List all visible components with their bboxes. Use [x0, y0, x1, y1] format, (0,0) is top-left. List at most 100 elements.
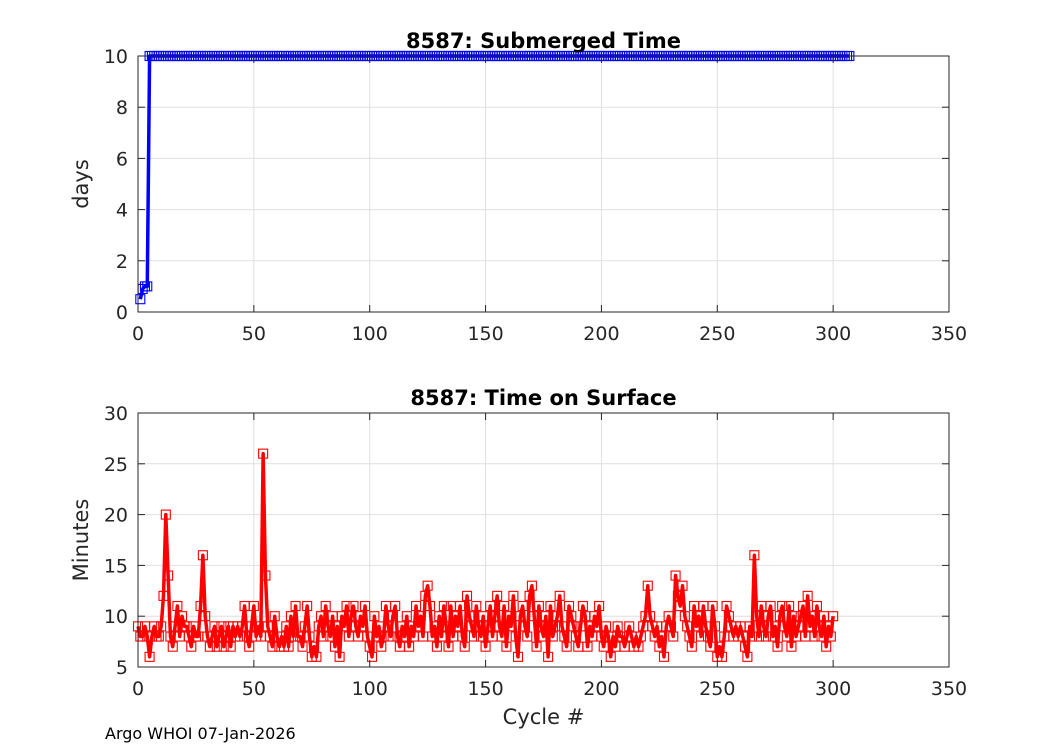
surface-data-point: [452, 621, 463, 632]
surface-data-point: [677, 580, 688, 591]
surface-xtick-label: 150: [467, 678, 503, 700]
surface-data-point: [489, 611, 500, 622]
surface-data-point: [524, 590, 535, 601]
surface-data-point: [543, 651, 554, 662]
surface-ytick-label: 15: [104, 555, 128, 577]
surface-data-point: [663, 611, 674, 622]
surface-data-point: [793, 621, 804, 632]
surface-data-point: [475, 631, 486, 642]
surface-data-point: [679, 611, 690, 622]
surface-data-point: [350, 621, 361, 632]
surface-data-point: [825, 631, 836, 642]
surface-data-point: [207, 631, 218, 642]
surface-data-point: [716, 651, 727, 662]
surface-data-point: [649, 631, 660, 642]
surface-data-point: [774, 611, 785, 622]
surface-data-point: [584, 621, 595, 632]
surface-data-point: [429, 621, 440, 632]
surface-data-point: [482, 621, 493, 632]
surface-data-point: [390, 600, 401, 612]
surface-data-point: [216, 621, 227, 632]
submerged-data-point: [142, 281, 153, 292]
submerged-time-title: 8587: Submerged Time: [406, 29, 681, 53]
surface-data-point: [642, 580, 653, 591]
surface-data-point: [550, 621, 561, 632]
surface-data-point: [163, 570, 174, 581]
surface-data-point: [304, 631, 315, 642]
surface-xtick-label: 50: [242, 678, 266, 700]
surface-data-point: [267, 641, 278, 652]
surface-data-point: [760, 631, 772, 642]
surface-data-point: [424, 600, 436, 612]
surface-data-point: [556, 621, 568, 632]
submerged-xtick-label: 0: [132, 323, 144, 345]
surface-data-point: [645, 611, 656, 622]
surface-data-point: [332, 621, 343, 632]
surface-data-point: [422, 580, 433, 591]
surface-data-point: [297, 641, 308, 652]
surface-data-point: [181, 621, 192, 632]
surface-data-point: [360, 600, 371, 612]
surface-data-point: [443, 641, 454, 652]
surface-data-point: [369, 611, 380, 622]
surface-data-point: [779, 621, 790, 632]
surface-data-point: [244, 641, 255, 652]
surface-data-point: [209, 621, 220, 632]
surface-data-point: [582, 641, 593, 652]
submerged-ytick-label: 10: [104, 46, 128, 68]
surface-data-point: [515, 611, 526, 622]
submerged-ytick-label: 8: [116, 97, 128, 119]
surface-data-point: [309, 641, 320, 652]
surface-data-point: [601, 621, 612, 632]
surface-data-point: [501, 641, 512, 652]
surface-data-point: [167, 641, 178, 652]
surface-time-xlabel: Cycle #: [503, 705, 585, 729]
surface-data-point: [777, 600, 788, 612]
surface-data-point: [315, 611, 327, 622]
surface-data-point: [195, 600, 206, 612]
surface-data-point: [742, 651, 753, 662]
surface-data-point: [434, 611, 445, 622]
surface-data-point: [596, 631, 607, 642]
surface-data-point: [248, 600, 259, 612]
surface-data-point: [459, 641, 470, 652]
surface-ytick-label: 20: [104, 505, 128, 527]
surface-data-point: [589, 611, 600, 622]
surface-data-point: [204, 641, 215, 652]
surface-data-point: [290, 600, 301, 612]
surface-data-point: [821, 641, 832, 652]
surface-data-point: [436, 631, 447, 642]
surface-data-point: [540, 611, 551, 622]
surface-data-point: [406, 621, 417, 632]
surface-data-point: [702, 631, 714, 642]
surface-data-point: [186, 641, 197, 652]
surface-data-point: [672, 590, 683, 601]
surface-data-point: [772, 641, 783, 652]
surface-data-point: [809, 631, 820, 642]
surface-data-point: [496, 631, 507, 642]
surface-data-point: [269, 611, 280, 622]
surface-data-point: [265, 631, 276, 642]
surface-data-point: [746, 631, 758, 642]
submerged-time-axes: 0 50 100 150 200 250 300 350 0 2 4 6 8 10 8587: Subme…: [69, 29, 967, 345]
surface-data-point: [348, 600, 359, 612]
submerged-xtick-label: 350: [931, 323, 967, 345]
surface-data-point: [214, 631, 225, 642]
surface-data-point: [413, 621, 424, 632]
surface-data-point: [740, 641, 751, 652]
surface-data-point: [325, 631, 336, 642]
surface-data-point: [823, 621, 834, 632]
surface-data-point: [570, 631, 581, 642]
surface-data-point: [633, 641, 644, 652]
surface-data-point: [234, 631, 245, 642]
surface-data-point: [665, 621, 676, 632]
surface-data-point: [334, 651, 345, 662]
surface-data-point: [508, 590, 519, 601]
surface-data-point: [311, 651, 322, 662]
surface-data-point: [156, 621, 167, 632]
surface-data-point: [364, 641, 375, 652]
surface-data-point: [302, 600, 313, 612]
surface-data-point: [153, 631, 164, 642]
submerged-ytick-label: 6: [116, 148, 128, 170]
